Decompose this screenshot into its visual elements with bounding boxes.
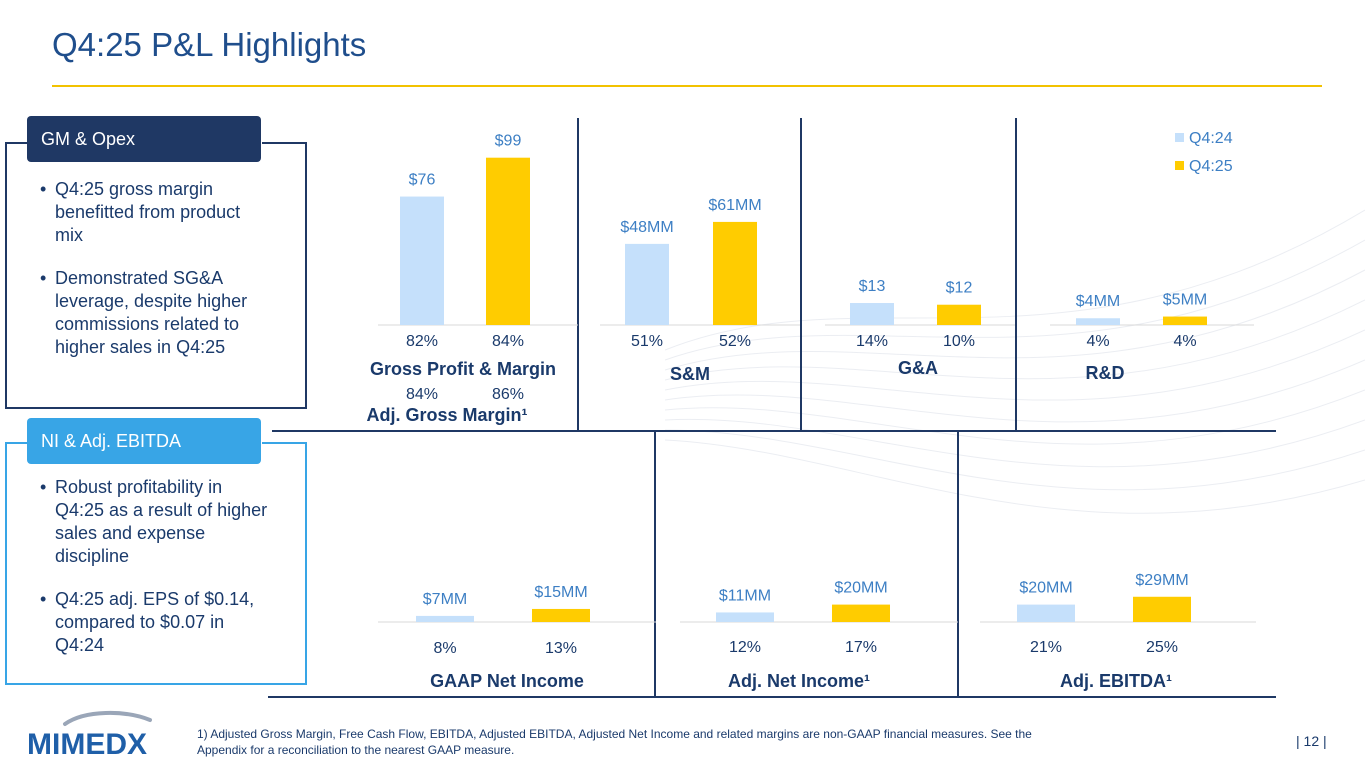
footnote: 1) Adjusted Gross Margin, Free Cash Flow…: [197, 727, 1032, 757]
adj-ni-margin-label: 12%: [729, 639, 761, 656]
rd-margin-label: 4%: [1173, 333, 1196, 350]
gaap-ni-bar-q4-24: [416, 615, 474, 622]
sm-margin-label: 52%: [719, 333, 751, 350]
rd-title: R&D: [1086, 363, 1125, 383]
gross-profit-margin-label: 84%: [492, 333, 524, 350]
mimedx-logo: MIMEDX: [27, 711, 152, 761]
gm-opex-bullets: Q4:25 gross margin benefitted from produ…: [40, 178, 270, 379]
title-divider: [52, 85, 1322, 87]
ga-margin-label: 14%: [856, 333, 888, 350]
adj-ebitda-margin-label: 25%: [1146, 639, 1178, 656]
ni-ebitda-bullet: Robust profitability in Q4:25 as a resul…: [40, 476, 270, 568]
adj-ebitda-margin-label: 21%: [1030, 639, 1062, 656]
rd-margin-label: 4%: [1086, 333, 1109, 350]
gross-profit-subtitle: Adj. Gross Margin¹: [366, 405, 527, 425]
ni-ebitda-bullets: Robust profitability in Q4:25 as a resul…: [40, 476, 270, 677]
adj-ni-bar-q4-24: [716, 612, 774, 622]
adj-ni-value-label: $20MM: [834, 580, 887, 597]
adj-ebitda-title: Adj. EBITDA¹: [1060, 671, 1172, 691]
sm-bar-q4-24: [625, 243, 669, 325]
divider-line: [577, 118, 579, 431]
legend-swatch-q4-25: [1175, 161, 1184, 170]
gaap-ni-value-label: $7MM: [423, 591, 467, 608]
gross-profit-adj-margin-label: 86%: [492, 386, 524, 403]
adj-ni-margin-label: 17%: [845, 639, 877, 656]
gaap-ni-value-label: $15MM: [534, 584, 587, 601]
gm-opex-bullet: Q4:25 gross margin benefitted from produ…: [40, 178, 270, 247]
gaap-ni-margin-label: 8%: [433, 640, 456, 657]
gaap-ni-bar-q4-25: [532, 608, 590, 622]
rd-value-label: $5MM: [1163, 292, 1207, 309]
gross-profit-bar-q4-24: [400, 196, 444, 325]
sm-value-label: $61MM: [708, 197, 761, 214]
gaap-ni-title: GAAP Net Income: [430, 671, 584, 691]
svg-text:MIMEDX: MIMEDX: [27, 728, 147, 761]
sm-title: S&M: [670, 364, 710, 384]
rd-bar-q4-25: [1163, 316, 1207, 325]
gm-opex-panel: [5, 142, 307, 409]
divider-line: [272, 430, 1276, 432]
ga-title: G&A: [898, 358, 938, 378]
background-wave-graphic: [665, 209, 1365, 514]
legend-label: Q4:24: [1189, 130, 1233, 147]
legend-swatch-q4-24: [1175, 133, 1184, 142]
gross-profit-title: Gross Profit & Margin: [370, 359, 556, 379]
adj-ni-value-label: $11MM: [719, 587, 771, 604]
page-number: | 12 |: [1296, 733, 1327, 749]
adj-ebitda-value-label: $29MM: [1135, 572, 1188, 589]
ga-margin-label: 10%: [943, 333, 975, 350]
divider-line: [957, 430, 959, 697]
gross-profit-margin-label: 82%: [406, 333, 438, 350]
ni-ebitda-panel: [5, 442, 307, 685]
ga-value-label: $13: [859, 278, 886, 295]
ni-ebitda-tag: NI & Adj. EBITDA: [27, 418, 261, 464]
divider-line: [1015, 118, 1017, 431]
sm-value-label: $48MM: [620, 219, 673, 236]
adj-ni-bar-q4-25: [832, 604, 890, 622]
gross-profit-adj-margin-label: 84%: [406, 386, 438, 403]
page-title: Q4:25 P&L Highlights: [52, 26, 367, 63]
rd-value-label: $4MM: [1076, 293, 1120, 310]
rd-bar-q4-24: [1076, 318, 1120, 325]
divider-line: [800, 118, 802, 431]
gm-opex-bullet: Demonstrated SG&A leverage, despite high…: [40, 267, 270, 359]
gross-profit-value-label: $76: [409, 172, 436, 189]
adj-ebitda-value-label: $20MM: [1019, 580, 1072, 597]
sm-margin-label: 51%: [631, 333, 663, 350]
gross-profit-value-label: $99: [495, 133, 522, 150]
gaap-ni-margin-label: 13%: [545, 640, 577, 657]
adj-ebitda-bar-q4-24: [1017, 604, 1075, 622]
gm-opex-tag: GM & Opex: [27, 116, 261, 162]
ga-bar-q4-24: [850, 303, 894, 325]
ga-bar-q4-25: [937, 304, 981, 325]
adj-ebitda-bar-q4-25: [1133, 596, 1191, 622]
legend-label: Q4:25: [1189, 158, 1233, 175]
sm-bar-q4-25: [713, 221, 757, 325]
ga-value-label: $12: [946, 280, 973, 297]
gross-profit-bar-q4-25: [486, 157, 530, 325]
divider-line: [268, 696, 1276, 698]
adj-ni-title: Adj. Net Income¹: [728, 671, 870, 691]
ni-ebitda-bullet: Q4:25 adj. EPS of $0.14, compared to $0.…: [40, 588, 270, 657]
divider-line: [654, 430, 656, 697]
